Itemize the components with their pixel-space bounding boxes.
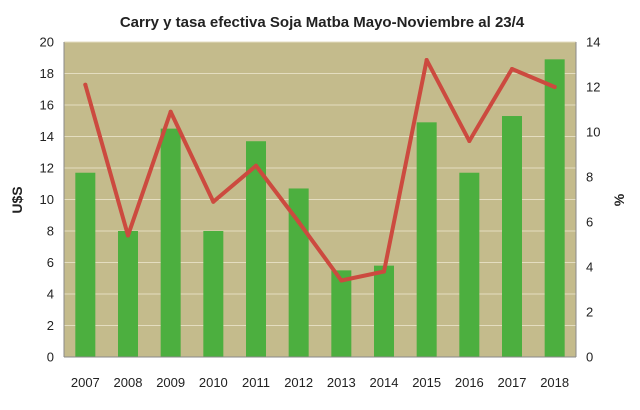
x-tick-label: 2014 bbox=[370, 375, 399, 390]
bar bbox=[75, 172, 96, 357]
y-tick-label: 18 bbox=[40, 66, 54, 81]
line-point bbox=[339, 278, 344, 283]
y2-tick-label: 8 bbox=[586, 170, 593, 185]
line-point bbox=[254, 163, 258, 168]
line-point bbox=[296, 220, 301, 224]
line-point bbox=[211, 199, 216, 204]
y2-tick-label: 2 bbox=[586, 305, 593, 320]
gridlines bbox=[64, 41, 576, 358]
bar bbox=[118, 231, 138, 357]
y-axis-label: U$S bbox=[9, 186, 25, 213]
x-tick-label: 2012 bbox=[284, 375, 313, 390]
y-tick-label: 0 bbox=[47, 350, 54, 365]
line-series-path bbox=[83, 58, 557, 283]
bar bbox=[544, 59, 565, 357]
y-tick-label: 10 bbox=[40, 192, 54, 207]
y-tick-label: 12 bbox=[40, 161, 54, 176]
axes: 0 2 4 6 8 10 12 14 16 18 20 0 2 4 6 8 10 12 14 2007 2008 2009… bbox=[40, 35, 601, 391]
x-tick-label: 2017 bbox=[498, 375, 527, 390]
y2-tick-label: 6 bbox=[586, 215, 593, 230]
line-point bbox=[424, 58, 429, 62]
y-tick-label: 6 bbox=[47, 255, 54, 270]
chart-title: Carry y tasa efectiva Soja Matba Mayo-No… bbox=[120, 14, 525, 31]
x-tick-label: 2008 bbox=[114, 375, 143, 390]
line-point bbox=[168, 109, 173, 114]
y-tick-label: 4 bbox=[47, 287, 54, 302]
x-tick-label: 2009 bbox=[156, 375, 185, 390]
x-tick-label: 2015 bbox=[412, 375, 441, 390]
bar bbox=[331, 270, 352, 357]
y-tick-label: 20 bbox=[40, 35, 54, 50]
line-point bbox=[467, 139, 472, 143]
bar bbox=[160, 128, 181, 357]
y2-tick-label: 0 bbox=[586, 350, 593, 365]
y-tick-label: 2 bbox=[47, 318, 54, 333]
bar bbox=[502, 116, 522, 358]
line-point bbox=[83, 82, 88, 87]
y2-axis-label: % bbox=[611, 193, 627, 206]
y2-tick-label: 10 bbox=[586, 125, 600, 140]
line-point bbox=[552, 85, 557, 89]
x-tick-label: 2018 bbox=[540, 375, 569, 390]
x-tick-label: 2016 bbox=[455, 375, 484, 390]
y2-tick-label: 12 bbox=[586, 80, 600, 95]
y-tick-label: 14 bbox=[40, 129, 54, 144]
bar bbox=[416, 122, 437, 357]
y-tick-label: 8 bbox=[47, 224, 54, 239]
bar bbox=[459, 172, 480, 357]
x-tick-label: 2011 bbox=[242, 375, 270, 390]
x-tick-label: 2007 bbox=[71, 375, 100, 390]
y2-tick-label: 14 bbox=[586, 35, 600, 50]
line-point bbox=[126, 233, 130, 238]
bar bbox=[246, 141, 266, 357]
bar bbox=[374, 265, 394, 357]
y2-tick-label: 4 bbox=[586, 260, 593, 275]
x-tick-label: 2013 bbox=[327, 375, 356, 390]
line-series bbox=[83, 58, 557, 283]
line-point bbox=[382, 269, 386, 274]
bar bbox=[203, 231, 224, 357]
y-tick-label: 16 bbox=[40, 98, 54, 113]
line-point bbox=[510, 67, 514, 71]
x-tick-label: 2010 bbox=[199, 375, 228, 390]
bar-series bbox=[75, 59, 565, 358]
